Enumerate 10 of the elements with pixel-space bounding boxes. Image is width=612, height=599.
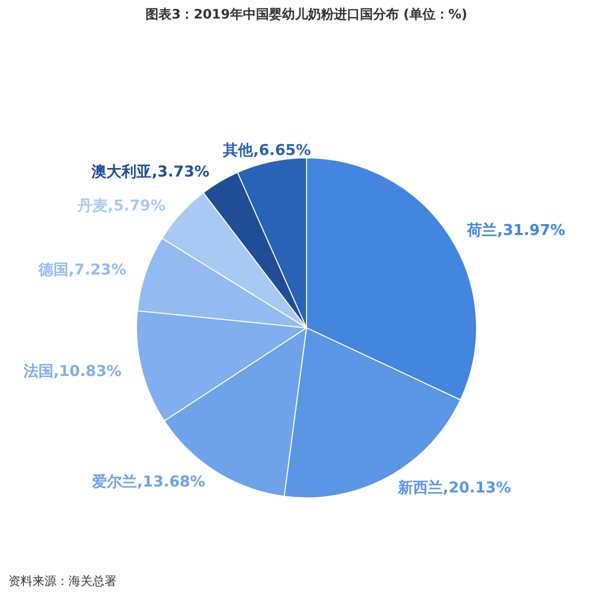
slice-label: 法国,10.83% <box>22 362 122 380</box>
chart-title: 图表3：2019年中国婴幼儿奶粉进口国分布 (单位：%) <box>146 6 468 22</box>
slice-label: 荷兰,31.97% <box>466 221 566 240</box>
text: 资料来源：海关总署 <box>8 574 116 588</box>
slice-label: 新西兰,20.13% <box>396 478 512 496</box>
slice-label: 澳大利亚,3.73% <box>90 162 210 180</box>
slice-label: 爱尔兰,13.68% <box>90 472 206 491</box>
slice-label: 丹麦,5.79% <box>76 196 166 215</box>
slice-label: 德国,7.23% <box>38 260 126 278</box>
slice-label: 其他,6.65% <box>222 140 311 159</box>
